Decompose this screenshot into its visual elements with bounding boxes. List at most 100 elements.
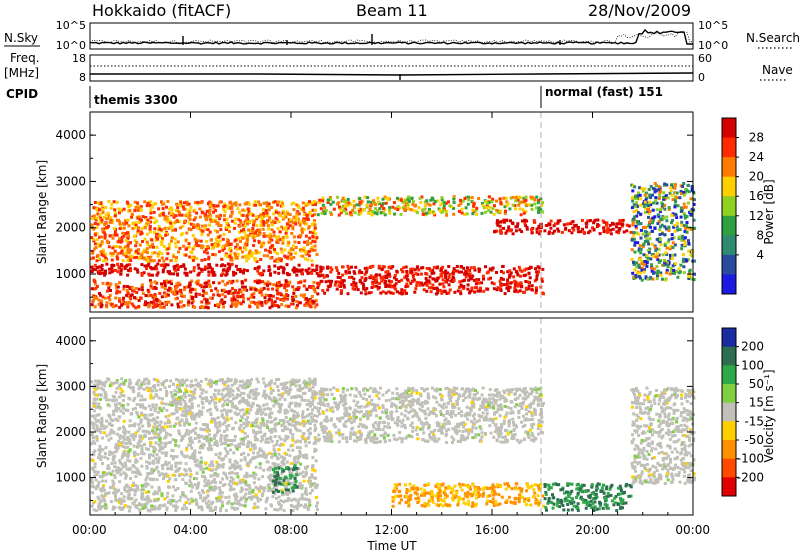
echo-cell (393, 207, 397, 211)
echo-cell (139, 296, 143, 300)
echo-cell (527, 203, 531, 207)
echo-cell (685, 215, 689, 218)
echo-cell (304, 437, 308, 441)
echo-cell (152, 449, 156, 453)
echo-cell (524, 195, 528, 199)
echo-cell (188, 281, 192, 285)
echo-cell (178, 203, 182, 207)
echo-cell (248, 220, 252, 223)
echo-cell (534, 291, 538, 295)
echo-cell (503, 211, 507, 215)
echo-cell (155, 233, 159, 236)
echo-cell (573, 224, 577, 228)
echo-cell (215, 240, 219, 244)
echo-cell (97, 453, 101, 457)
echo-cell (205, 251, 209, 255)
echo-cell (144, 300, 147, 304)
echo-cell (226, 255, 230, 259)
echo-cell (279, 265, 283, 269)
echo-cell (132, 390, 136, 394)
echo-cell (205, 484, 209, 488)
echo-cell (205, 495, 209, 499)
echo-cell (93, 379, 97, 383)
echo-cell (194, 201, 197, 205)
echo-cell (680, 220, 684, 224)
echo-cell (534, 267, 537, 271)
echo-cell (253, 476, 257, 480)
echo-cell (520, 269, 524, 273)
echo-cell (399, 212, 403, 216)
echo-cell (380, 268, 384, 272)
echo-cell (432, 265, 436, 269)
echo-cell (383, 213, 387, 217)
echo-cell (245, 243, 249, 247)
echo-cell (131, 501, 135, 505)
echo-cell (567, 229, 571, 233)
echo-cell (108, 234, 112, 238)
echo-cell (354, 265, 358, 269)
echo-cell (255, 260, 259, 264)
power-colorbar-tick-label: 12 (749, 209, 764, 223)
echo-cell (140, 418, 143, 422)
echo-cell (213, 243, 217, 247)
echo-cell (107, 296, 111, 300)
echo-cell (150, 485, 154, 489)
echo-cell (105, 217, 108, 221)
echo-cell (163, 279, 166, 283)
echo-cell (279, 259, 283, 263)
echo-cell (183, 434, 187, 438)
echo-cell (250, 252, 254, 256)
echo-cell (536, 265, 540, 269)
echo-cell (466, 283, 470, 287)
echo-cell (95, 473, 99, 477)
echo-cell (103, 272, 107, 275)
echo-cell (118, 220, 122, 224)
echo-cell (281, 241, 285, 245)
echo-cell (155, 281, 159, 285)
echo-cell (324, 280, 328, 284)
echo-cell (197, 266, 201, 270)
echo-cell (199, 201, 203, 205)
echo-cell (311, 284, 315, 288)
echo-cell (238, 224, 242, 228)
echo-cell (631, 271, 635, 275)
echo-cell (471, 274, 475, 278)
echo-cell (245, 269, 249, 273)
echo-cell (442, 204, 446, 208)
echo-cell (122, 253, 126, 257)
echo-cell (172, 265, 176, 269)
echo-cell (204, 248, 208, 251)
echo-cell (304, 473, 308, 477)
echo-cell (503, 205, 507, 209)
echo-cell (225, 225, 229, 229)
echo-cell (364, 270, 368, 274)
echo-cell (693, 226, 696, 230)
echo-cell (95, 435, 99, 439)
echo-cell (98, 218, 102, 222)
echo-cell (280, 200, 284, 204)
echo-cell (94, 218, 98, 222)
echo-cell (164, 217, 168, 221)
echo-cell (99, 397, 103, 401)
echo-cell (504, 231, 508, 235)
echo-cell (394, 278, 398, 282)
echo-cell (634, 224, 638, 228)
echo-cell (453, 290, 457, 294)
echo-cell (656, 269, 660, 273)
echo-cell (401, 206, 405, 210)
echo-cell (299, 280, 303, 284)
echo-cell (239, 408, 243, 412)
echo-cell (636, 241, 640, 245)
echo-cell (311, 456, 315, 460)
echo-cell (146, 218, 150, 222)
echo-cell (484, 200, 488, 204)
echo-cell (106, 240, 110, 244)
echo-cell (224, 496, 228, 500)
echo-cell (209, 201, 213, 205)
echo-cell (535, 270, 539, 274)
echo-cell (131, 484, 135, 488)
echo-cell (257, 228, 261, 232)
echo-cell (269, 503, 273, 507)
echo-cell (363, 266, 367, 270)
echo-cell (517, 265, 521, 269)
